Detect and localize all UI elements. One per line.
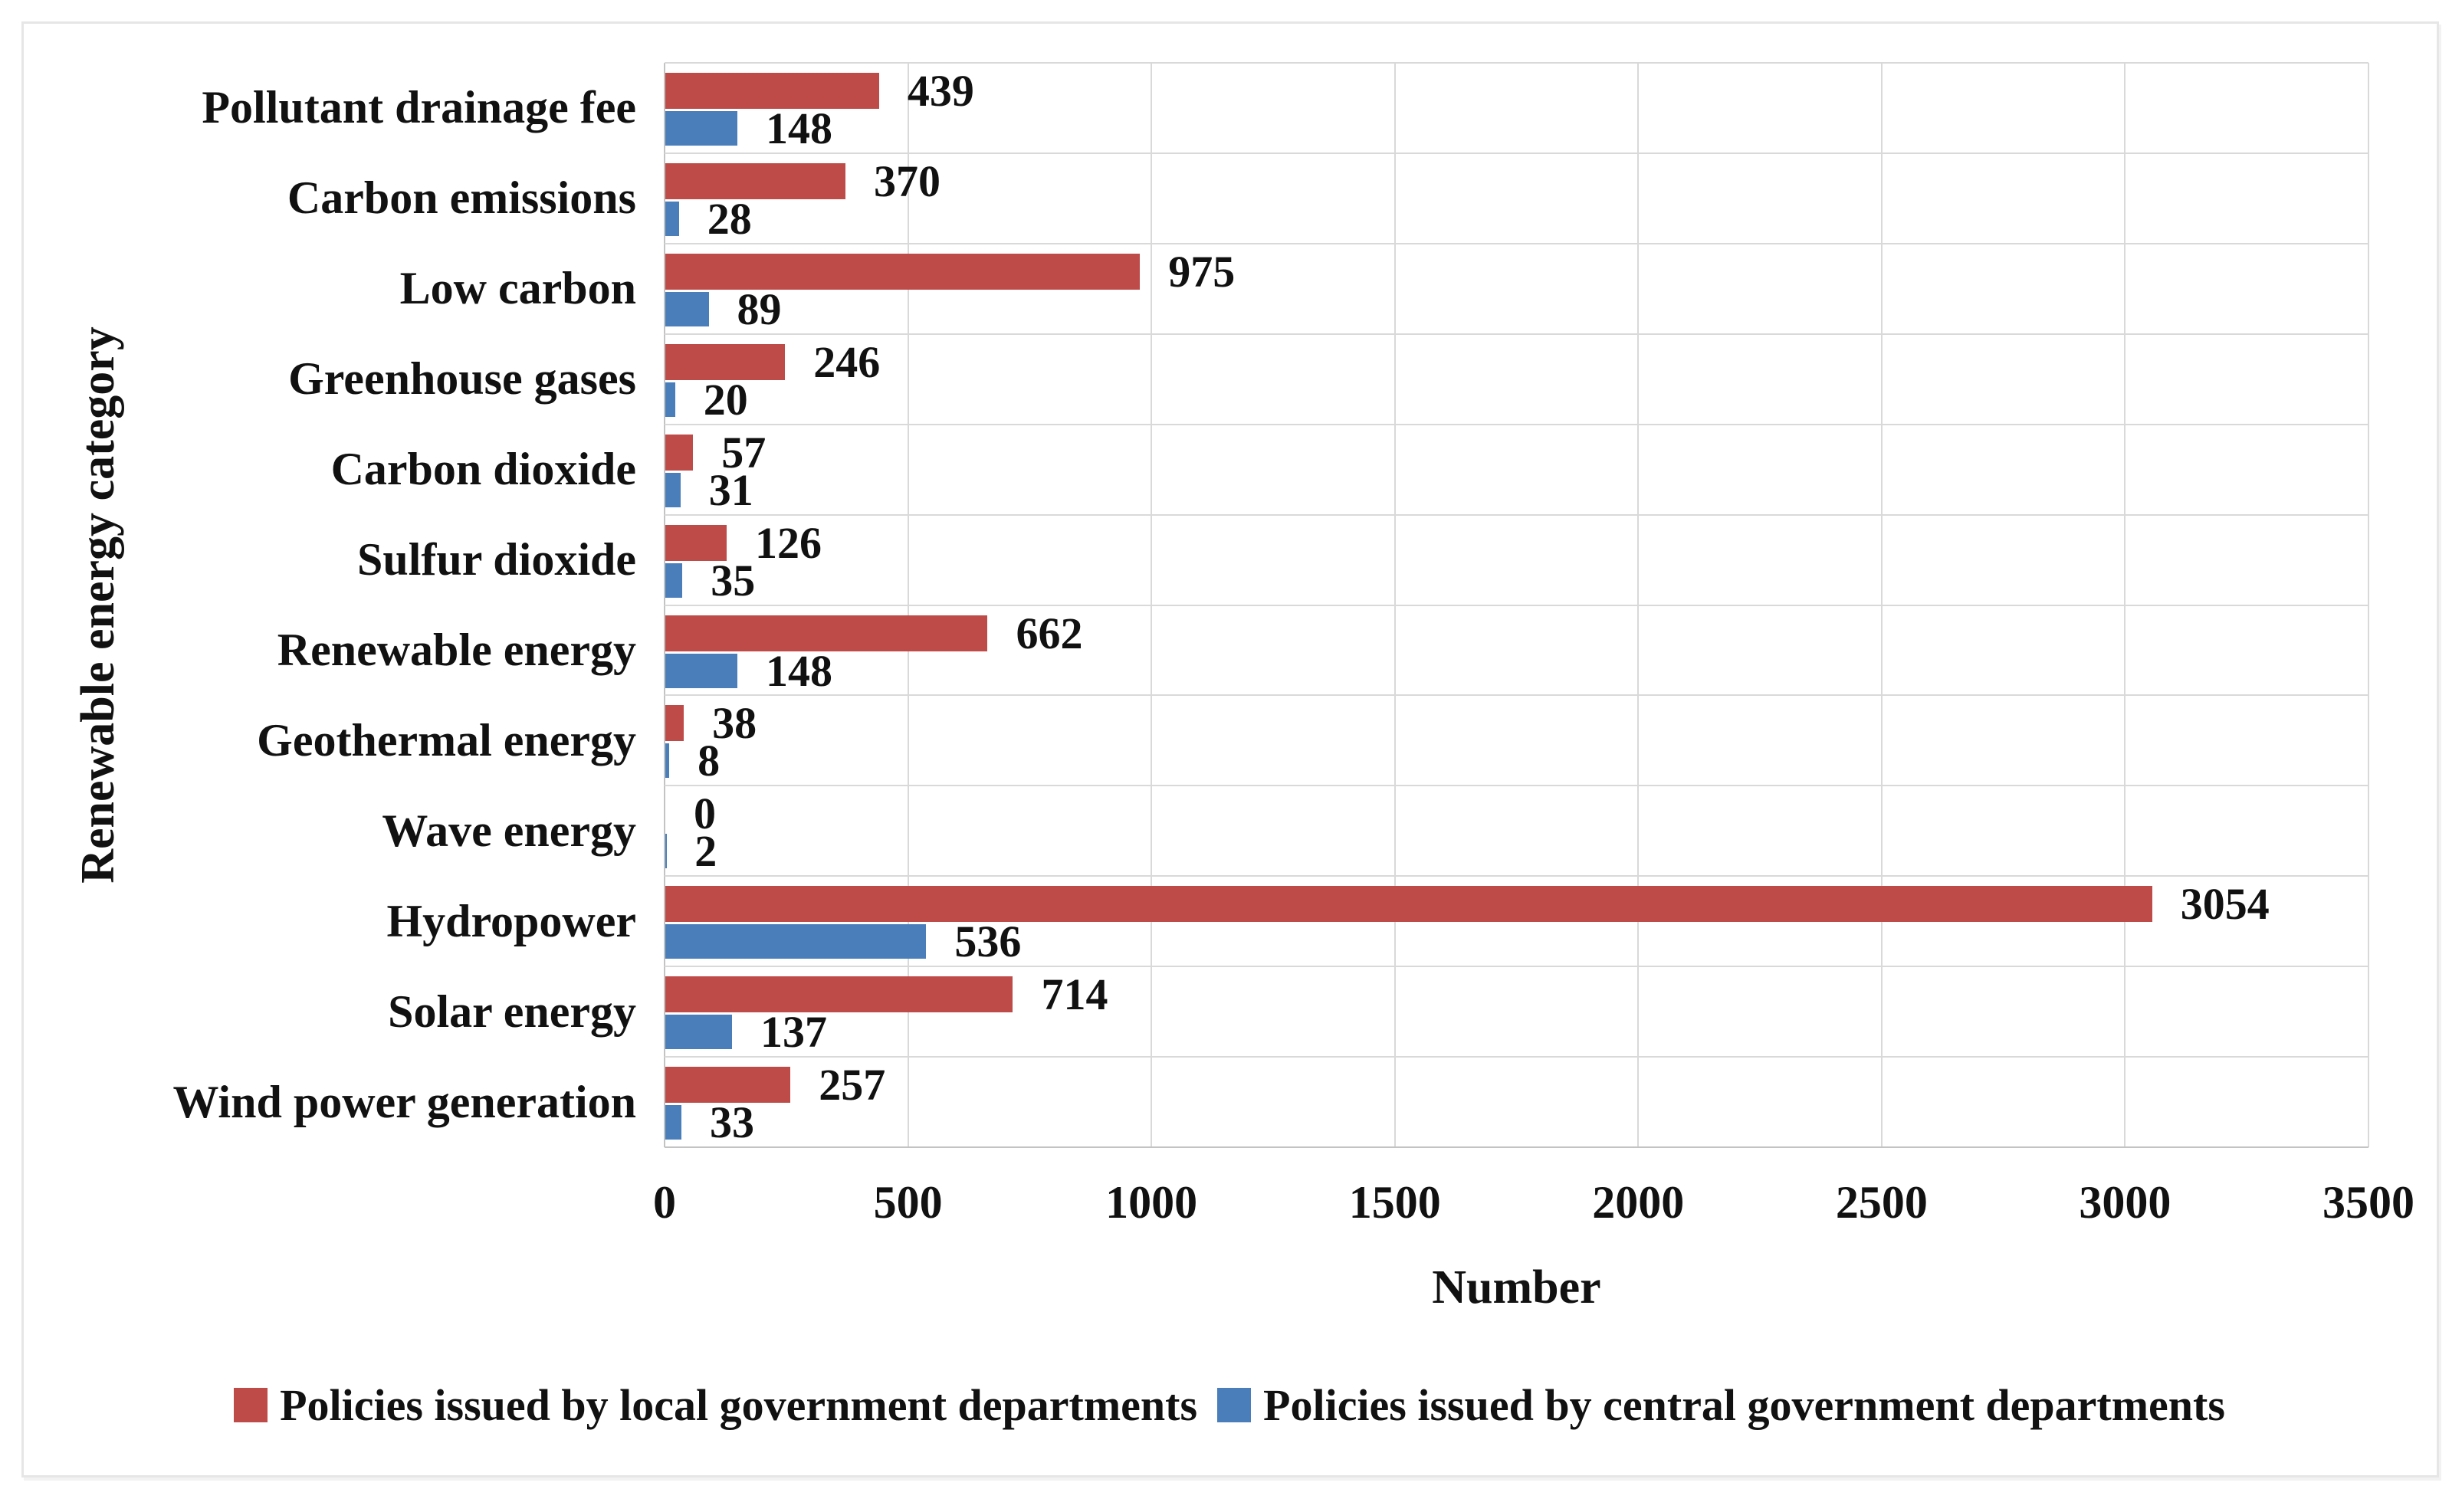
bar-central-government <box>665 291 709 326</box>
category-label: Wave energy <box>382 805 636 856</box>
bar-value-label: 439 <box>907 66 974 116</box>
bar-local-government <box>665 343 786 380</box>
x-tick-label: 500 <box>873 1177 943 1228</box>
v-gridline <box>2368 63 2369 1147</box>
bar-value-label: 148 <box>766 103 832 153</box>
bar-local-government <box>665 162 845 199</box>
category-label: Solar energy <box>388 986 636 1037</box>
legend-swatch-central-icon <box>1217 1388 1252 1422</box>
h-gridline <box>665 604 2368 606</box>
x-tick-label: 3000 <box>2079 1177 2171 1228</box>
h-gridline <box>665 966 2368 968</box>
bar-central-government <box>665 201 679 236</box>
bar-local-government <box>665 253 1141 290</box>
figure-border <box>21 21 2439 1478</box>
bar-value-label: 0 <box>694 789 716 839</box>
h-gridline <box>665 513 2368 516</box>
bar-value-label: 28 <box>707 193 752 244</box>
h-gridline <box>665 152 2368 154</box>
bar-value-label: 2 <box>694 826 717 877</box>
bar-local-government <box>665 705 684 742</box>
bar-value-label: 246 <box>813 336 881 387</box>
bar-local-government <box>665 524 727 561</box>
bar-value-label: 714 <box>1041 969 1108 1020</box>
h-gridline <box>665 333 2368 335</box>
category-label: Carbon emissions <box>287 172 636 224</box>
x-tick-label: 0 <box>653 1177 676 1228</box>
bar-value-label: 35 <box>711 555 756 605</box>
bar-value-label: 975 <box>1168 246 1236 297</box>
bar-central-government <box>665 1015 732 1050</box>
bar-value-label: 257 <box>819 1060 886 1110</box>
bar-central-government <box>665 1105 681 1140</box>
bar-value-label: 126 <box>755 517 822 568</box>
bar-value-label: 33 <box>709 1097 754 1148</box>
legend-label: Policies issued by central government de… <box>1263 1380 2225 1430</box>
x-tick-label: 2500 <box>1835 1177 1928 1228</box>
bar-local-government <box>665 1067 791 1104</box>
bar-value-label: 89 <box>737 284 782 334</box>
legend-label: Policies issued by local government depa… <box>280 1380 1198 1430</box>
bar-value-label: 8 <box>698 736 721 786</box>
h-gridline <box>665 242 2368 244</box>
bar-local-government <box>665 434 694 471</box>
category-label: Wind power generation <box>172 1076 636 1127</box>
legend-item-local-government: Policies issued by local government depa… <box>234 1379 1197 1431</box>
bar-local-government <box>665 73 879 109</box>
bar-local-government <box>665 976 1013 1013</box>
bar-value-label: 57 <box>721 427 767 477</box>
h-gridline <box>665 62 2368 64</box>
category-label: Pollutant drainage fee <box>202 82 636 133</box>
category-label: Renewable energy <box>277 624 636 675</box>
x-axis-title: Number <box>1432 1261 1601 1314</box>
bar-value-label: 370 <box>874 156 940 206</box>
bar-value-label: 31 <box>708 464 753 515</box>
bar-value-label: 137 <box>760 1007 827 1058</box>
bar-value-label: 3054 <box>2180 879 2270 930</box>
category-label: Geothermal energy <box>257 714 636 766</box>
category-label: Carbon dioxide <box>330 444 636 495</box>
h-gridline <box>665 423 2368 425</box>
x-tick-label: 1500 <box>1348 1177 1441 1228</box>
bar-central-government <box>665 562 683 598</box>
legend-item-central-government: Policies issued by central government de… <box>1217 1379 2225 1431</box>
bar-central-government <box>665 653 737 688</box>
category-label: Greenhouse gases <box>288 353 636 405</box>
bar-central-government <box>665 924 927 959</box>
bar-central-government <box>665 472 681 507</box>
bar-local-government <box>665 886 2152 923</box>
x-tick-label: 3500 <box>2322 1177 2414 1228</box>
bar-value-label: 662 <box>1016 608 1083 658</box>
legend: Policies issued by local government depa… <box>23 1379 2436 1431</box>
x-tick-label: 1000 <box>1105 1177 1198 1228</box>
h-gridline <box>665 1056 2368 1058</box>
h-gridline <box>665 694 2368 697</box>
x-axis-line <box>665 1146 2368 1148</box>
h-gridline <box>665 875 2368 877</box>
bar-value-label: 38 <box>712 698 757 749</box>
x-tick-label: 2000 <box>1592 1177 1685 1228</box>
bar-value-label: 536 <box>954 917 1022 967</box>
category-label: Low carbon <box>399 263 636 314</box>
bar-central-government <box>665 743 670 779</box>
category-label: Sulfur dioxide <box>356 534 636 585</box>
bar-value-label: 148 <box>766 645 832 696</box>
legend-swatch-local-icon <box>234 1388 268 1422</box>
bar-local-government <box>665 615 988 651</box>
bar-central-government <box>665 834 667 869</box>
bar-central-government <box>665 111 737 146</box>
h-gridline <box>665 785 2368 787</box>
bar-value-label: 20 <box>703 374 748 425</box>
bar-central-government <box>665 382 675 417</box>
category-label: Hydropower <box>386 895 636 946</box>
